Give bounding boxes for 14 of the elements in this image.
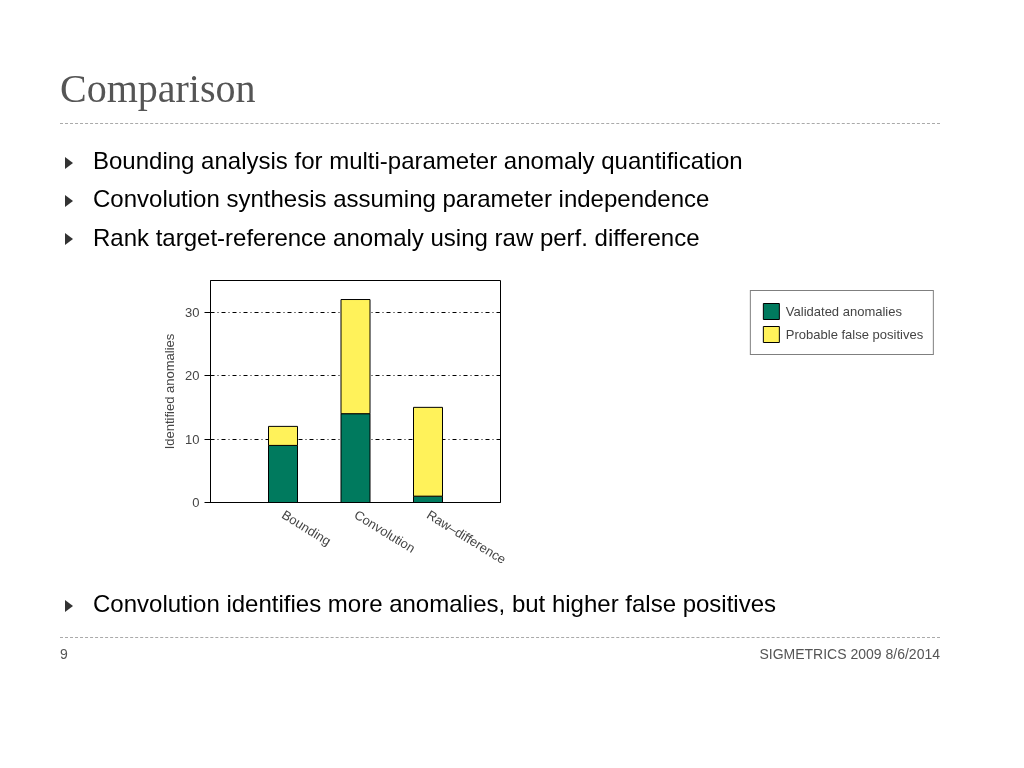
- y-tick-label: 0: [192, 495, 200, 510]
- text: Convolution identifies more anomalies, but higher false positives: [92, 589, 777, 619]
- text: SIGMETRICS 2009 8/6/2014: [759, 645, 940, 664]
- chart-title: Comparison: [60, 60, 940, 125]
- legend-label: Probable false positives: [785, 326, 924, 342]
- y-tick-label: 20: [185, 368, 200, 384]
- y-axis-title: Identified anomalies: [162, 333, 178, 450]
- text: Rank target-reference anomaly using raw perf. difference: [92, 222, 701, 253]
- y-tick-label: 10: [185, 431, 200, 447]
- text: 9: [60, 645, 68, 664]
- text: Convolution synthesis assuming parameter independence: [92, 184, 711, 215]
- y-tick-label: 30: [185, 304, 200, 320]
- legend-label: Validated anomalies: [785, 303, 902, 319]
- text: Bounding analysis for multi-parameter anomaly quantification: [92, 146, 743, 176]
